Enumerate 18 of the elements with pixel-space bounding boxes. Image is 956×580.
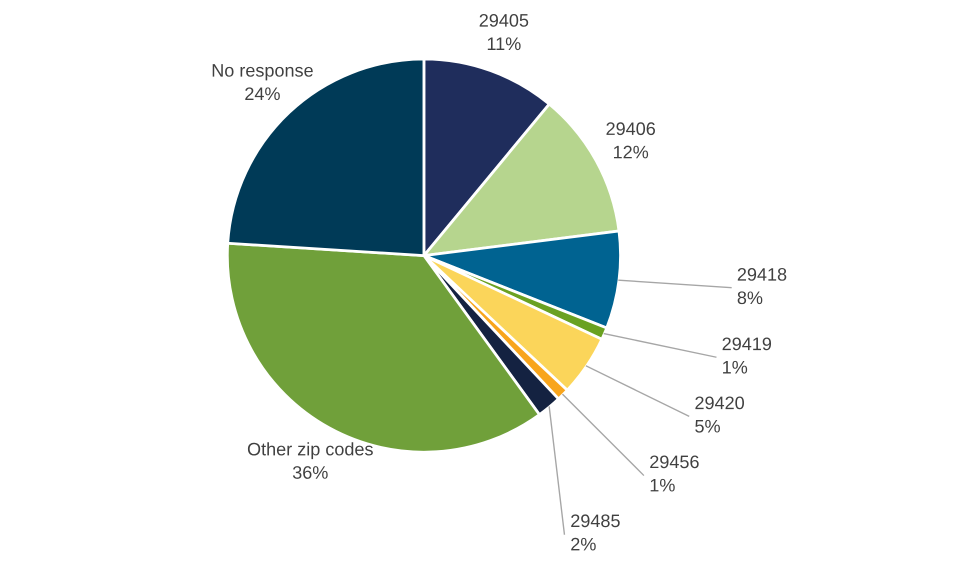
data-label: 1% (723, 360, 748, 374)
data-label: 5% (695, 420, 720, 433)
slice-label: 29485 (571, 514, 620, 528)
data-label: 36% (292, 466, 328, 479)
slice-label: 29420 (695, 396, 744, 410)
slice-label: 29419 (722, 337, 772, 350)
slice-label: 29406 (606, 122, 655, 136)
data-label: 8% (738, 291, 762, 304)
slice-label: 29418 (738, 268, 786, 281)
slice-label: No response (212, 64, 313, 80)
data-label: 12% (614, 146, 648, 158)
data-label: 11% (488, 37, 521, 50)
slice-label: 29456 (650, 455, 699, 468)
data-label: 2% (571, 538, 596, 551)
data-label: 24% (245, 87, 280, 100)
data-label: 1% (650, 478, 675, 492)
slice-label: 29405 (480, 14, 528, 27)
slice-label: Other zip codes (248, 442, 373, 460)
